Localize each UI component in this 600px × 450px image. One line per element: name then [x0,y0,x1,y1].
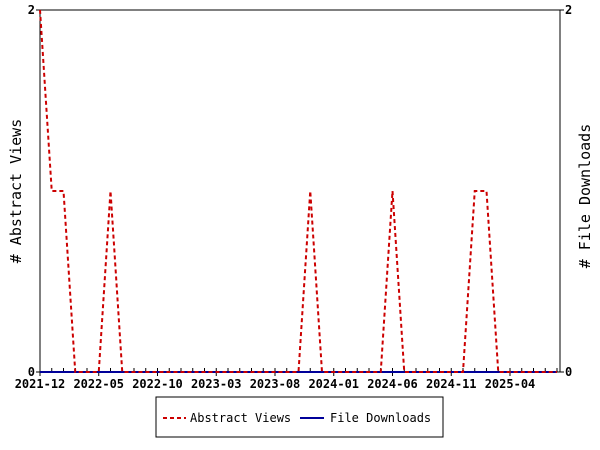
y-axis-label-right: # File Downloads [576,124,594,269]
x-tick-label: 2023-03 [191,377,242,391]
x-tick-label: 2022-10 [132,377,183,391]
x-tick-label: 2024-11 [426,377,477,391]
x-tick-label: 2022-05 [73,377,124,391]
legend-box [155,396,444,438]
x-tick-label: 2021-12 [15,377,66,391]
x-tick-label: 2025-04 [485,377,536,391]
x-tick-label: 2024-01 [308,377,359,391]
series-line-abstract-views [39,9,557,373]
y-tick-label-right: 0 [565,365,572,379]
legend: Abstract Views File Downloads [155,396,444,438]
series-layer [39,9,557,373]
y-tick-label-left: 0 [28,365,35,379]
y-tick-label-left: 2 [28,3,35,17]
legend-label-file-downloads: File Downloads [330,411,431,425]
y-tick-label-right: 2 [565,3,572,17]
x-tick-labels: 2021-12 2022-05 2022-10 2023-03 2023-08 2024-… [15,372,536,391]
y-axis-label-left: # Abstract Views [7,119,25,264]
legend-label-abstract-views: Abstract Views [190,411,291,425]
x-tick-label: 2024-06 [367,377,418,391]
x-tick-label: 2023-08 [250,377,301,391]
y-ticks: 0 2 0 2 [28,3,572,379]
plot-area [39,9,561,373]
